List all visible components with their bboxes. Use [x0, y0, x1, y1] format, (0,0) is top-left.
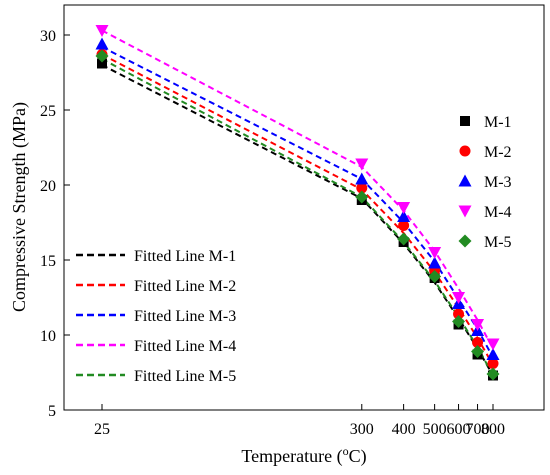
- legend-label-fitted-line-m-3: Fitted Line M-3: [134, 308, 236, 325]
- m-2-point-800: [487, 358, 499, 369]
- m-4-point-500: [428, 247, 442, 259]
- x-tick-label-600: 600: [447, 421, 471, 438]
- fitted-line-m-5-line: [101, 58, 494, 376]
- m-2-point-300: [356, 182, 368, 194]
- m-5-point-300: [355, 190, 369, 204]
- legend-label-m-4: M-4: [484, 204, 512, 221]
- m-4-point-400: [397, 202, 411, 214]
- legend-label-fitted-line-m-2: Fitted Line M-2: [134, 278, 236, 295]
- m-5-point-400: [397, 232, 411, 246]
- legend-label-fitted-line-m-4: Fitted Line M-4: [134, 338, 236, 355]
- m-4-point-600: [452, 292, 466, 304]
- legend-points: M-1 M-2 M-3 M-4 M-5: [458, 114, 512, 251]
- plot-frame: [63, 4, 545, 411]
- m-1-point-25: [97, 58, 107, 69]
- m-5-point-800: [486, 367, 500, 381]
- x-tick-label-25: 25: [94, 421, 110, 438]
- legend-label-m-3: M-3: [484, 174, 512, 191]
- m-5-point-600: [452, 315, 466, 328]
- legend-fitted-lines: Fitted Line M-1 Fitted Line M-2 Fitted Lin…: [76, 248, 236, 385]
- legend-label-m-1: M-1: [484, 114, 512, 131]
- data-points-layer: [95, 25, 500, 381]
- legend-marker-m-4: [458, 205, 472, 218]
- x-tick-label-700: 700: [466, 421, 490, 438]
- legend-label-m-5: M-5: [484, 234, 512, 251]
- x-axis-title: Temperature (oC): [241, 444, 366, 467]
- m-5-point-700: [471, 345, 485, 358]
- legend-marker-m-2: [459, 145, 471, 157]
- fitted-line-m-4-line: [101, 29, 494, 349]
- m-2-point-600: [453, 308, 465, 320]
- y-tick-label-15: 15: [40, 253, 56, 270]
- legend-label-fitted-line-m-5: Fitted Line M-5: [134, 368, 236, 385]
- y-tick-label-20: 20: [40, 178, 56, 195]
- legend-marker-m-3: [458, 174, 472, 187]
- m-3-point-25: [95, 37, 109, 50]
- legend-label-fitted-line-m-1: Fitted Line M-1: [134, 248, 236, 265]
- x-tick-label-800: 800: [481, 421, 505, 438]
- y-tick-label-5: 5: [48, 403, 56, 420]
- m-5-point-25: [95, 49, 109, 63]
- m-3-point-400: [397, 210, 411, 222]
- m-4-point-25: [95, 25, 109, 37]
- x-tick-label-300: 300: [350, 421, 374, 438]
- legend-label-m-2: M-2: [484, 144, 512, 161]
- x-tick-label-500: 500: [423, 421, 447, 438]
- m-5-point-500: [428, 270, 442, 283]
- y-tick-label-10: 10: [40, 328, 56, 345]
- legend-marker-m-1: [460, 116, 470, 126]
- m-3-point-500: [428, 256, 442, 269]
- y-tick-label-25: 25: [40, 103, 56, 120]
- m-4-point-300: [355, 158, 369, 171]
- m-4-point-800: [486, 338, 500, 351]
- m-3-point-800: [486, 348, 500, 360]
- legend-marker-m-5: [458, 234, 472, 248]
- fitted-line-m-1-line: [101, 64, 494, 376]
- m-2-point-700: [472, 337, 484, 348]
- m-3-point-300: [355, 172, 369, 185]
- m-2-point-400: [398, 220, 410, 231]
- y-tick-label-30: 30: [40, 28, 56, 45]
- m-4-point-700: [471, 319, 485, 331]
- y-axis-title: Compressive Strength (MPa): [9, 102, 30, 312]
- x-tick-label-400: 400: [392, 421, 416, 438]
